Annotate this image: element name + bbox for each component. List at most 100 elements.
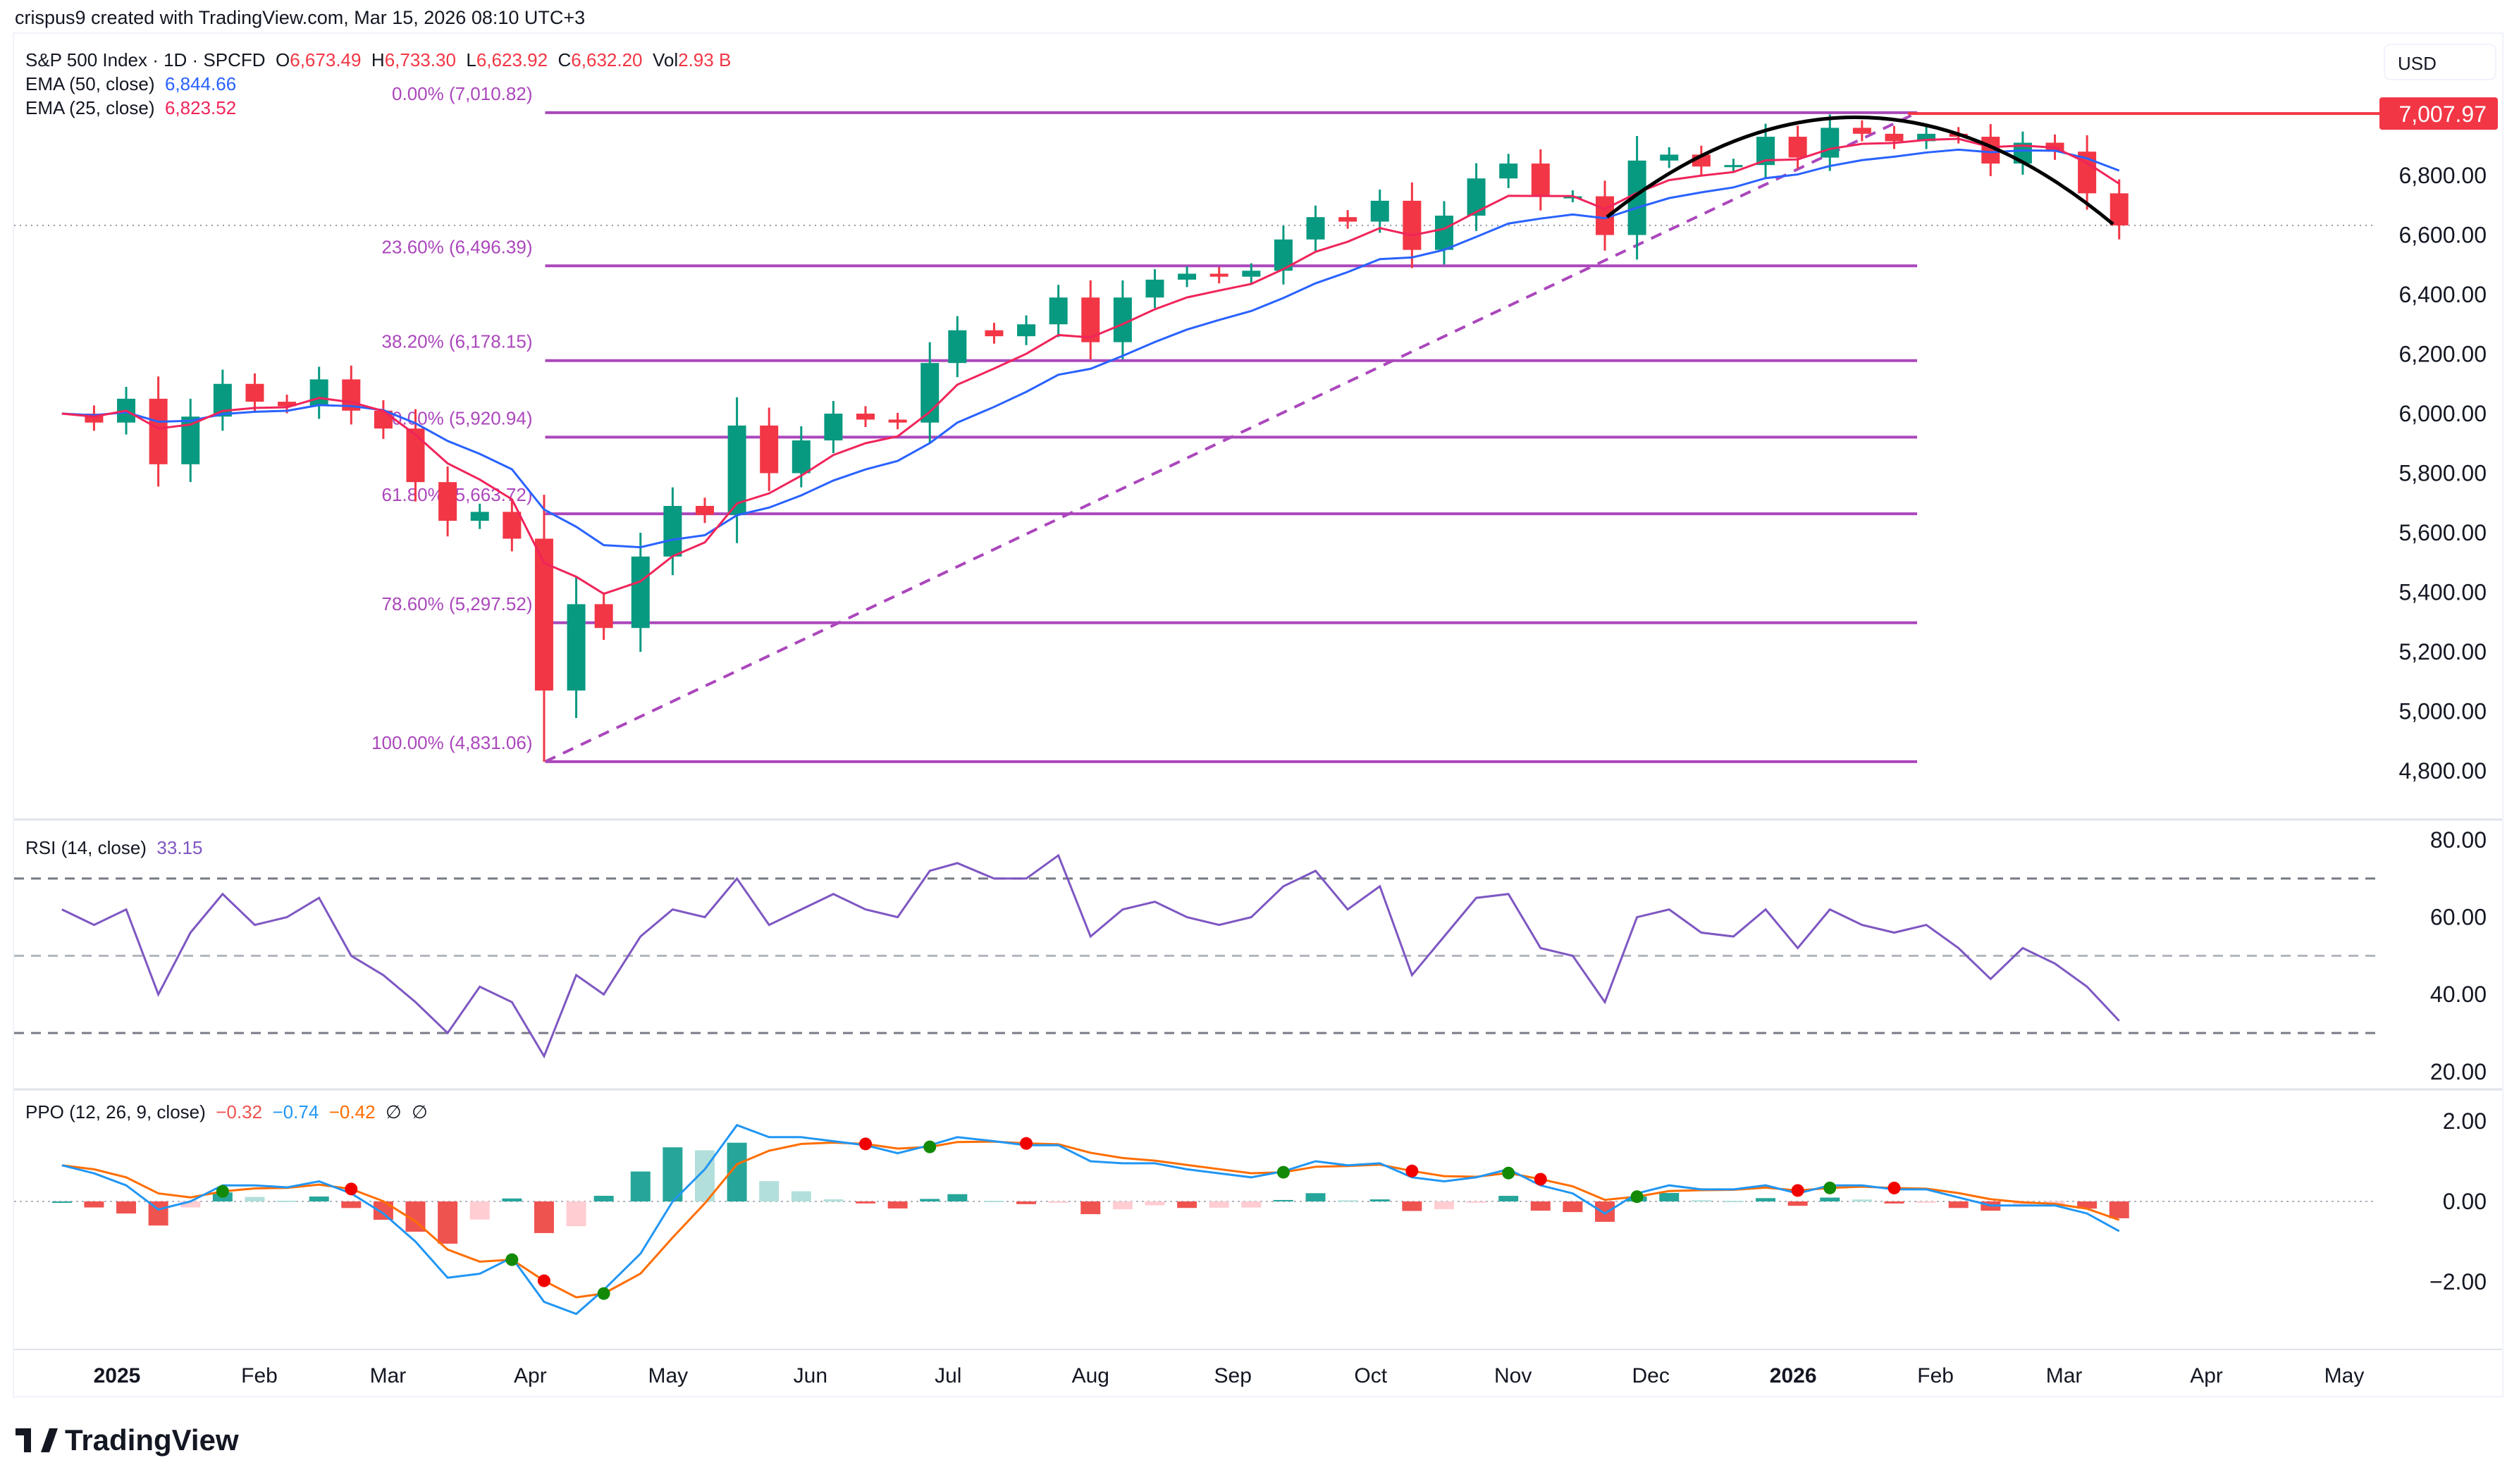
ppo-histogram-bar: [51, 1201, 72, 1203]
candle: [1788, 137, 1807, 158]
candle: [824, 414, 843, 441]
ppo-histogram-value: −0.32: [216, 1101, 263, 1123]
ppo-histogram-bar: [1145, 1201, 1165, 1206]
ppo-histogram-bar: [180, 1201, 201, 1208]
price-tick-label: 5,400.00: [2398, 580, 2487, 605]
ppo-histogram-bar: [566, 1201, 586, 1227]
time-tick-label: Oct: [1354, 1364, 1387, 1387]
ppo-histogram-bar: [856, 1201, 876, 1204]
ppo-histogram-bar: [2109, 1201, 2129, 1218]
close-label: C: [558, 49, 572, 70]
ppo-histogram-bar: [759, 1181, 780, 1201]
volume-label: Vol: [652, 49, 679, 70]
currency-button[interactable]: USD: [2384, 44, 2496, 80]
price-tick-label: 6,800.00: [2398, 163, 2487, 188]
ppo-histogram-bar: [1498, 1196, 1519, 1201]
fib-level-label: 61.80% (5,663.72): [382, 484, 533, 505]
candle: [727, 425, 746, 515]
time-tick-label: May: [2324, 1364, 2365, 1387]
candle: [1145, 279, 1164, 298]
candle: [245, 383, 264, 402]
ppo-histogram-bar: [1369, 1199, 1390, 1201]
candle: [948, 330, 967, 364]
open-value: 6,673.49: [290, 49, 362, 70]
ppo-flag-2: ∅: [412, 1101, 428, 1123]
ppo-cross-dot: [923, 1140, 937, 1154]
candle: [1660, 154, 1679, 161]
time-tick-label: May: [648, 1364, 689, 1387]
time-tick-label: Sep: [1214, 1364, 1252, 1387]
price-tick-label: 5,800.00: [2398, 461, 2487, 486]
time-tick-label: Feb: [1917, 1364, 1954, 1387]
ppo-cross-dot: [1276, 1165, 1290, 1179]
ppo-histogram-bar: [116, 1201, 137, 1214]
price-tick-label: 6,400.00: [2398, 282, 2487, 307]
ppo-histogram-bar: [373, 1201, 393, 1220]
candle: [1113, 297, 1132, 342]
time-tick-label: Apr: [2190, 1364, 2223, 1387]
ppo-histogram-bar: [1595, 1201, 1615, 1222]
ppo-histogram-bar: [1852, 1199, 1872, 1201]
price-tag-label: 7,007.97: [2398, 101, 2487, 127]
candle: [1209, 273, 1228, 277]
ppo-histogram-bar: [1691, 1200, 1711, 1202]
ppo-cross-dot: [537, 1274, 550, 1287]
ppo-histogram-bar: [1787, 1201, 1808, 1206]
ppo-cross-dot: [505, 1253, 519, 1266]
price-tick-label: 4,800.00: [2398, 758, 2487, 784]
low-label: L: [466, 49, 476, 70]
ppo-histogram-bar: [1402, 1201, 1422, 1211]
close-value: 6,632.20: [571, 49, 643, 70]
ppo-cross-dot: [597, 1287, 610, 1300]
ppo-line: [61, 1123, 2120, 1316]
candle: [856, 414, 875, 420]
price-tick-label: 5,200.00: [2398, 639, 2487, 664]
fib-level-label: 23.60% (6,496.39): [382, 236, 533, 257]
ppo-line-value: −0.74: [272, 1101, 319, 1123]
candle: [1049, 297, 1068, 325]
ppo-histogram-bar: [984, 1201, 1004, 1203]
time-tick-label: Jun: [794, 1364, 827, 1387]
low-value: 6,623.92: [476, 49, 548, 70]
candle: [278, 402, 297, 407]
candle: [567, 604, 586, 691]
rsi-tick-label: 60.00: [2430, 905, 2487, 930]
candle: [792, 440, 811, 474]
ppo-histogram-bar: [1723, 1201, 1744, 1203]
fib-level-label: 38.20% (6,178.15): [382, 331, 533, 352]
candle: [888, 419, 907, 423]
ppo-signal-line: [61, 1140, 2120, 1299]
ppo-histogram-bar: [84, 1201, 104, 1208]
candle: [1917, 133, 1936, 142]
ema50-legend[interactable]: EMA (50, close) 6,844.66: [25, 73, 236, 95]
attribution: crispus9 created with TradingView.com, M…: [15, 7, 586, 28]
rsi-label: RSI (14, close): [25, 837, 147, 858]
ema50-label: EMA (50, close): [25, 73, 155, 94]
ema25-legend[interactable]: EMA (25, close) 6,823.52: [25, 97, 236, 119]
time-tick-label: Dec: [1632, 1364, 1669, 1387]
rsi-tick-label: 40.00: [2430, 982, 2487, 1007]
ppo-cross-dot: [1630, 1190, 1644, 1204]
ppo-histogram-bar: [1241, 1201, 1262, 1208]
ppo-histogram-bar: [438, 1201, 458, 1244]
candle: [1885, 133, 1904, 142]
ema25-value: 6,823.52: [164, 97, 237, 118]
rsi-legend[interactable]: RSI (14, close) 33.15: [25, 837, 202, 859]
candle: [631, 556, 650, 629]
time-tick-label: Nov: [1494, 1364, 1532, 1387]
ppo-histogram-bar: [341, 1201, 362, 1208]
candle: [1017, 324, 1036, 337]
candle: [1403, 200, 1422, 250]
candle: [985, 330, 1004, 337]
ppo-histogram-bar: [1466, 1201, 1486, 1203]
ppo-legend[interactable]: PPO (12, 26, 9, close) −0.32 −0.74 −0.42…: [25, 1101, 428, 1123]
symbol-title[interactable]: S&P 500 Index · 1D · SPCFD: [25, 49, 266, 70]
ppo-signal-value: −0.42: [328, 1101, 376, 1123]
candle: [594, 604, 613, 629]
ema50-value: 6,844.66: [164, 73, 237, 94]
tradingview-logo-icon: [16, 1428, 58, 1452]
ppo-histogram-bar: [1177, 1201, 1197, 1208]
ppo-cross-dot: [1823, 1181, 1837, 1194]
ppo-histogram-bar: [1434, 1201, 1454, 1210]
